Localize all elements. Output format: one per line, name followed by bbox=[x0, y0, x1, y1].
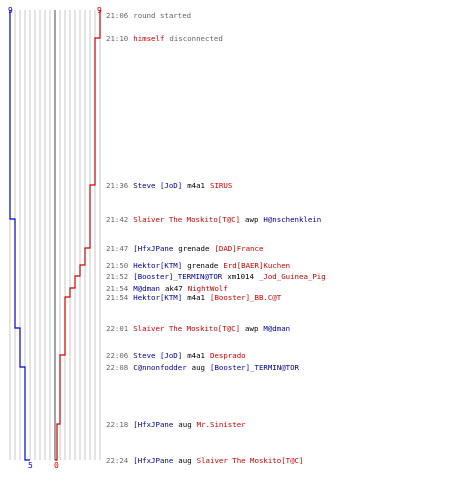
weapon-name: awp bbox=[245, 324, 259, 333]
player-count-timeline: 9 9 5 0 bbox=[8, 6, 102, 470]
weapon-name: m4a1 bbox=[187, 181, 206, 190]
weapon-name: m4a1 bbox=[187, 293, 206, 302]
event-message: disconnected bbox=[169, 34, 223, 43]
victim-name: [Booster]_TERMIN@TOR bbox=[210, 363, 300, 372]
event-time: 22:08 bbox=[106, 363, 129, 372]
victim-name: H@nschenklein bbox=[263, 215, 322, 224]
victim-name: [DAD]France bbox=[214, 244, 264, 253]
red-start-count: 9 bbox=[97, 6, 102, 15]
log-row: 21:50 Hektor[KTM] grenade Erd[BAER]Kuchen bbox=[106, 261, 290, 270]
killer-name: Hektor[KTM] bbox=[133, 293, 183, 302]
killer-name: M@dman bbox=[133, 284, 160, 293]
weapon-name: grenade bbox=[187, 261, 219, 270]
event-time: 21:54 bbox=[106, 293, 129, 302]
log-row: 22:08 C@nnonfodder aug [Booster]_TERMIN@TOR bbox=[106, 363, 299, 372]
killer-name: [HfxJPane bbox=[133, 420, 174, 429]
victim-name: Erd[BAER]Kuchen bbox=[223, 261, 291, 270]
killer-name: Steve [JoD] bbox=[133, 181, 183, 190]
killer-name: C@nnonfodder bbox=[133, 363, 187, 372]
killer-name: Steve [JoD] bbox=[133, 351, 183, 360]
killer-name: Slaiver The Moskito[T@C] bbox=[133, 324, 241, 333]
victim-name: _Jod_Guinea_Pig bbox=[258, 272, 326, 281]
killer-name: [HfxJPane bbox=[133, 244, 174, 253]
red-team-line bbox=[55, 10, 101, 461]
log-row: 21:54 M@dman ak47 NightWolf bbox=[106, 284, 228, 293]
event-time: 21:10 bbox=[106, 34, 129, 43]
blue-end-count: 5 bbox=[28, 461, 33, 470]
event-time: 21:54 bbox=[106, 284, 129, 293]
timeline-grid bbox=[9, 10, 101, 460]
log-row: 21:10 himself disconnected bbox=[106, 34, 223, 43]
weapon-name: aug bbox=[178, 420, 192, 429]
weapon-name: ak47 bbox=[164, 284, 183, 293]
victim-name: [Booster]_BB.C@T bbox=[210, 293, 282, 302]
log-row: 21:06 round started bbox=[106, 11, 191, 20]
event-time: 21:06 bbox=[106, 11, 129, 20]
blue-start-count: 9 bbox=[8, 6, 13, 15]
killer-name: Hektor[KTM] bbox=[133, 261, 183, 270]
weapon-name: grenade bbox=[178, 244, 210, 253]
blue-team-line bbox=[9, 10, 30, 461]
event-time: 21:42 bbox=[106, 215, 129, 224]
event-log: 21:06 round started 21:10 himself disconnect… bbox=[106, 0, 450, 500]
log-row: 21:47 [HfxJPane grenade [DAD]France bbox=[106, 244, 263, 253]
victim-name: NightWolf bbox=[187, 284, 228, 293]
team-count-lines bbox=[9, 10, 101, 461]
weapon-name: awp bbox=[245, 215, 259, 224]
log-row: 22:24 [HfxJPane aug Slaiver The Moskito[T@C… bbox=[106, 456, 303, 465]
weapon-name: aug bbox=[191, 363, 206, 372]
event-time: 22:24 bbox=[106, 456, 129, 465]
victim-name: Mr.Sinister bbox=[196, 420, 246, 429]
log-row: 22:18 [HfxJPane aug Mr.Sinister bbox=[106, 420, 246, 429]
weapon-name: xm1014 bbox=[227, 272, 254, 281]
killer-name: [HfxJPane bbox=[133, 456, 174, 465]
log-row: 22:01 Slaiver The Moskito[T@C] awp M@dman bbox=[106, 324, 290, 333]
log-row: 21:36 Steve [JoD] m4a1 SIRUS bbox=[106, 181, 232, 190]
killer-name: Slaiver The Moskito[T@C] bbox=[133, 215, 241, 224]
log-row: 21:52 [Booster]_TERMIN@TOR xm1014 _Jod_Guin… bbox=[106, 272, 326, 281]
event-time: 22:01 bbox=[106, 324, 129, 333]
player-name: himself bbox=[133, 34, 165, 43]
event-time: 21:50 bbox=[106, 261, 129, 270]
red-end-count: 0 bbox=[54, 461, 59, 470]
victim-name: Slaiver The Moskito[T@C] bbox=[196, 456, 304, 465]
killer-name: [Booster]_TERMIN@TOR bbox=[133, 272, 223, 281]
log-row: 22:06 Steve [JoD] m4a1 Desprado bbox=[106, 351, 246, 360]
log-row: 21:42 Slaiver The Moskito[T@C] awp H@nschen… bbox=[106, 215, 321, 224]
victim-name: M@dman bbox=[263, 324, 291, 333]
event-time: 22:06 bbox=[106, 351, 129, 360]
event-time: 21:47 bbox=[106, 244, 129, 253]
weapon-name: m4a1 bbox=[187, 351, 206, 360]
weapon-name: aug bbox=[178, 456, 192, 465]
log-row: 21:54 Hektor[KTM] m4a1 [Booster]_BB.C@T bbox=[106, 293, 281, 302]
event-time: 21:52 bbox=[106, 272, 129, 281]
victim-name: Desprado bbox=[210, 351, 246, 360]
event-time: 22:18 bbox=[106, 420, 129, 429]
victim-name: SIRUS bbox=[210, 181, 233, 190]
event-message: round started bbox=[133, 11, 192, 20]
event-time: 21:36 bbox=[106, 181, 129, 190]
